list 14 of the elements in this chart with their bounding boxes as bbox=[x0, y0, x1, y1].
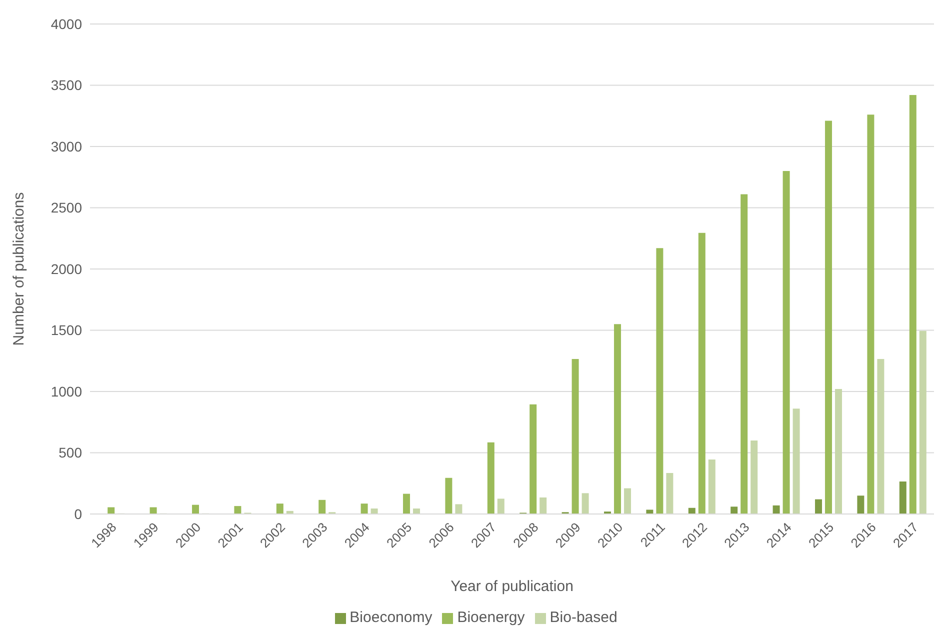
y-tick-label: 0 bbox=[74, 506, 82, 522]
y-tick-label: 1500 bbox=[50, 322, 82, 338]
y-tick-label: 2500 bbox=[50, 200, 82, 216]
y-tick-label: 500 bbox=[58, 444, 82, 461]
legend-label: Bio-based bbox=[550, 609, 618, 626]
legend-label: Bioeconomy bbox=[350, 609, 432, 626]
y-tick-label: 3500 bbox=[50, 77, 82, 94]
y-axis-title: Number of publications bbox=[10, 192, 28, 346]
y-tick-label: 1000 bbox=[50, 383, 82, 400]
legend-label: Bioenergy bbox=[457, 609, 525, 626]
x-axis-title: Year of publication bbox=[450, 578, 574, 595]
y-tick-label: 4000 bbox=[50, 16, 82, 32]
y-tick-label: 2000 bbox=[50, 260, 82, 277]
y-tick-label: 3000 bbox=[50, 138, 82, 154]
